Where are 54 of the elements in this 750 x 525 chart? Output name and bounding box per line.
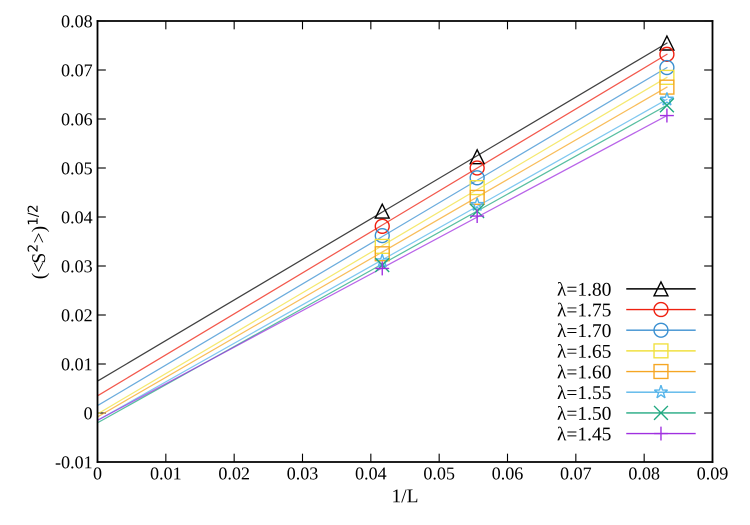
point: [659, 80, 675, 95]
x-tick-label: 0.06: [492, 467, 523, 480]
y-tick-label: 0.05: [62, 162, 92, 175]
x-tick-label: 0.04: [356, 467, 386, 480]
y-tick-label: 0.03: [62, 260, 92, 273]
point: [659, 35, 675, 51]
legend-label: λ=1.80: [557, 282, 611, 296]
point: [470, 149, 485, 164]
y-tick-label: 0.08: [62, 15, 92, 28]
x-tick-label: 0: [94, 467, 102, 480]
y-tick-label: 0.02: [62, 309, 92, 322]
y-tick-label: -0.01: [56, 456, 92, 469]
x-axis-title: 1/L: [393, 489, 418, 502]
y-tick-label: 0: [84, 407, 92, 420]
point: [659, 46, 675, 62]
point: [659, 70, 675, 85]
point: [374, 253, 390, 268]
point: [374, 257, 390, 273]
legend-label: λ=1.60: [557, 364, 611, 379]
point: [374, 203, 390, 219]
point: [374, 238, 390, 254]
point: [470, 197, 484, 212]
point: [470, 170, 485, 186]
point: [470, 203, 485, 219]
legend-label: λ=1.50: [557, 406, 611, 420]
legend-label: λ=1.75: [557, 302, 611, 317]
y-tick-label: 0.07: [62, 64, 92, 77]
point: [374, 218, 390, 234]
point: [374, 228, 390, 244]
x-tick-label: 0.09: [697, 467, 728, 480]
point: [374, 260, 390, 276]
point: [470, 180, 485, 196]
y-tick-label: 0.01: [62, 358, 92, 371]
point: [374, 246, 390, 262]
y-tick-label: 0.04: [62, 211, 92, 224]
x-tick-label: 0.02: [219, 467, 249, 480]
x-tick-label: 0.01: [150, 467, 181, 480]
point: [470, 160, 485, 176]
point: [659, 60, 675, 76]
legend-label: λ=1.45: [557, 426, 611, 441]
legend-label: λ=1.55: [557, 385, 611, 400]
y-tick-label: 0.06: [62, 113, 92, 126]
legend-label: λ=1.70: [557, 323, 611, 338]
y-axis-title: (<S$^{2}$>)$^{1/2}$: [28, 206, 50, 278]
point: [470, 190, 485, 206]
x-tick-label: 0.03: [287, 467, 318, 480]
x-tick-label: 0.08: [629, 467, 660, 480]
point: [660, 92, 674, 106]
point: [470, 208, 485, 224]
x-tick-label: 0.07: [560, 467, 592, 480]
point: [659, 108, 675, 124]
point: [659, 98, 675, 113]
x-tick-label: 0.05: [424, 467, 454, 480]
legend-label: λ=1.65: [557, 344, 611, 358]
